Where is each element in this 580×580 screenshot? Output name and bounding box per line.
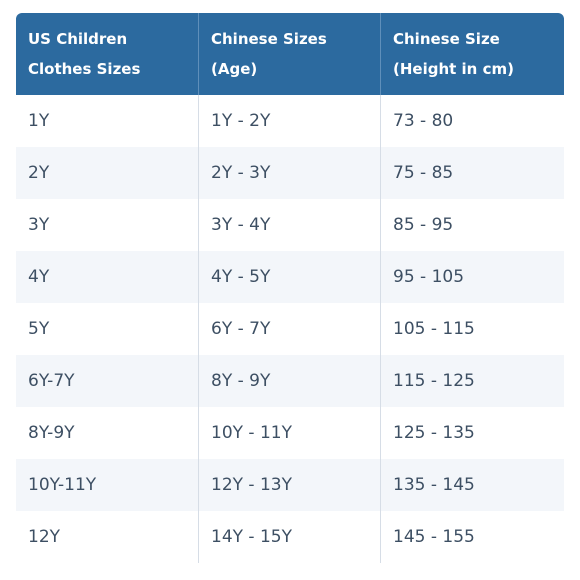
cell-us-size: 10Y-11Y (16, 459, 199, 511)
table-row: 4Y 4Y - 5Y 95 - 105 (16, 251, 564, 303)
cell-chinese-age: 12Y - 13Y (199, 459, 381, 511)
cell-chinese-height: 75 - 85 (381, 147, 564, 199)
header-chinese-height: Chinese Size (Height in cm) (381, 13, 564, 95)
cell-us-size: 5Y (16, 303, 199, 355)
cell-us-size: 2Y (16, 147, 199, 199)
cell-chinese-age: 1Y - 2Y (199, 95, 381, 147)
header-row: US Children Clothes Sizes Chinese Sizes … (16, 13, 564, 95)
table-header: US Children Clothes Sizes Chinese Sizes … (16, 13, 564, 95)
table-row: 10Y-11Y 12Y - 13Y 135 - 145 (16, 459, 564, 511)
size-chart-table: US Children Clothes Sizes Chinese Sizes … (16, 13, 564, 563)
cell-chinese-age: 4Y - 5Y (199, 251, 381, 303)
cell-us-size: 3Y (16, 199, 199, 251)
header-chinese-age: Chinese Sizes (Age) (199, 13, 381, 95)
table-row: 3Y 3Y - 4Y 85 - 95 (16, 199, 564, 251)
table-row: 6Y-7Y 8Y - 9Y 115 - 125 (16, 355, 564, 407)
table-body: 1Y 1Y - 2Y 73 - 80 2Y 2Y - 3Y 75 - 85 3Y… (16, 95, 564, 563)
cell-us-size: 8Y-9Y (16, 407, 199, 459)
cell-chinese-height: 145 - 155 (381, 511, 564, 563)
cell-chinese-age: 3Y - 4Y (199, 199, 381, 251)
cell-chinese-age: 10Y - 11Y (199, 407, 381, 459)
size-chart-container: US Children Clothes Sizes Chinese Sizes … (16, 13, 564, 563)
cell-chinese-height: 105 - 115 (381, 303, 564, 355)
cell-chinese-height: 85 - 95 (381, 199, 564, 251)
table-row: 1Y 1Y - 2Y 73 - 80 (16, 95, 564, 147)
header-us-sizes: US Children Clothes Sizes (16, 13, 199, 95)
cell-us-size: 4Y (16, 251, 199, 303)
cell-chinese-age: 14Y - 15Y (199, 511, 381, 563)
cell-us-size: 1Y (16, 95, 199, 147)
cell-us-size: 6Y-7Y (16, 355, 199, 407)
cell-us-size: 12Y (16, 511, 199, 563)
table-row: 5Y 6Y - 7Y 105 - 115 (16, 303, 564, 355)
table-row: 8Y-9Y 10Y - 11Y 125 - 135 (16, 407, 564, 459)
cell-chinese-age: 6Y - 7Y (199, 303, 381, 355)
cell-chinese-height: 115 - 125 (381, 355, 564, 407)
cell-chinese-height: 73 - 80 (381, 95, 564, 147)
table-row: 2Y 2Y - 3Y 75 - 85 (16, 147, 564, 199)
table-row: 12Y 14Y - 15Y 145 - 155 (16, 511, 564, 563)
cell-chinese-height: 95 - 105 (381, 251, 564, 303)
cell-chinese-age: 8Y - 9Y (199, 355, 381, 407)
cell-chinese-age: 2Y - 3Y (199, 147, 381, 199)
cell-chinese-height: 125 - 135 (381, 407, 564, 459)
cell-chinese-height: 135 - 145 (381, 459, 564, 511)
